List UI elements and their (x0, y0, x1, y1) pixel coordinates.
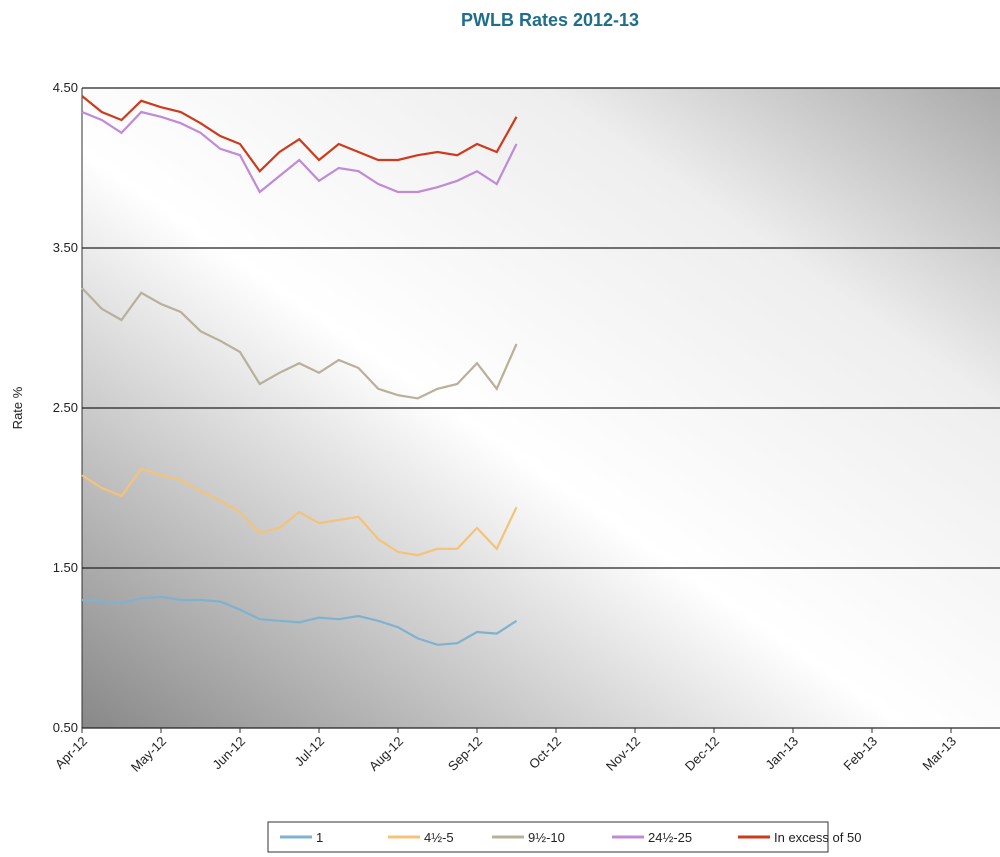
x-tick-label: Nov-12 (603, 734, 643, 774)
x-tick-label: Feb-13 (840, 734, 880, 774)
x-tick-label: Jan-13 (762, 734, 801, 773)
x-tick-label: Sep-12 (445, 734, 485, 774)
x-tick-label: Mar-13 (919, 734, 959, 774)
legend-label: 1 (316, 830, 323, 845)
x-tick-label: May-12 (128, 734, 169, 775)
y-tick-label: 3.50 (53, 240, 78, 255)
legend-label: 4½-5 (424, 830, 454, 845)
x-tick-label: Jun-12 (209, 734, 248, 773)
y-tick-label: 2.50 (53, 400, 78, 415)
x-tick-label: Jul-12 (291, 734, 327, 770)
series-line (81, 110, 518, 194)
x-tick-label: Aug-12 (366, 734, 406, 774)
x-tick-label: Dec-12 (682, 734, 722, 774)
y-axis-label: Rate % (10, 386, 25, 429)
legend (267, 821, 829, 853)
y-tick-label: 1.50 (53, 560, 78, 575)
legend-label: 24½-25 (648, 830, 692, 845)
legend-label: 9½-10 (528, 830, 565, 845)
series-line (81, 287, 518, 400)
chart-title: PWLB Rates 2012-13 (461, 10, 639, 30)
x-tick-label: Oct-12 (526, 734, 564, 772)
series-line (81, 95, 518, 173)
series-line (81, 595, 518, 646)
y-tick-label: 4.50 (53, 80, 78, 95)
series-line (81, 467, 518, 557)
y-tick-label: 0.50 (53, 720, 78, 735)
x-tick-label: Apr-12 (52, 734, 90, 772)
legend-label: In excess of 50 (774, 830, 861, 845)
